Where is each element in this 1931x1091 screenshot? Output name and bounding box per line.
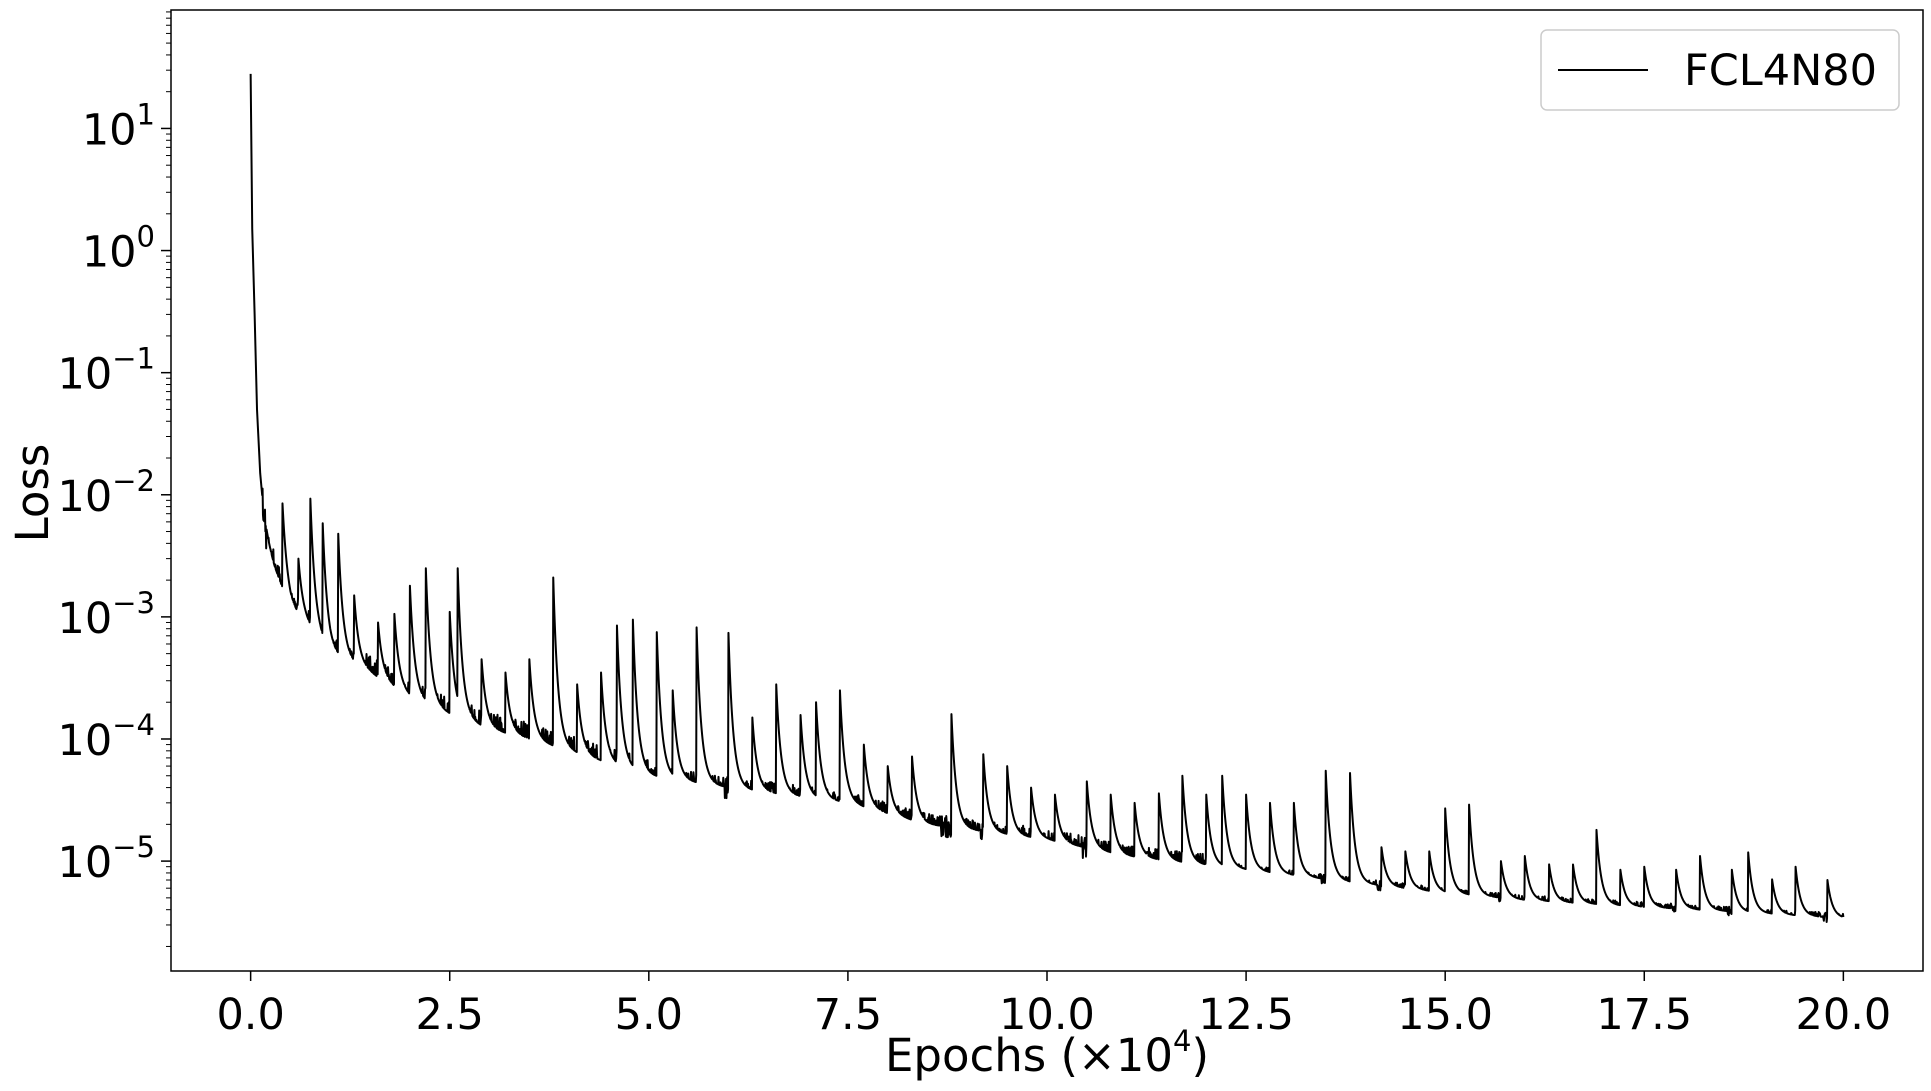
y-tick-label: 10−2 [58, 464, 155, 522]
x-axis-label: Epochs (×104) [885, 1024, 1209, 1082]
x-axis-ticks: 0.0 2.5 5.0 7.5 10.0 12.5 15.0 17.5 20.0 [216, 971, 1891, 1040]
legend: FCL4N80 [1540, 29, 1900, 111]
series-line-fcl4n80 [249, 73, 1845, 923]
y-tick-label: 100 [82, 220, 155, 278]
legend-entry-label: FCL4N80 [1684, 46, 1877, 96]
x-tick-label: 20.0 [1795, 990, 1891, 1040]
x-tick-label: 7.5 [814, 990, 882, 1040]
y-tick-label: 10−5 [58, 830, 155, 888]
y-tick-label: 101 [82, 97, 155, 155]
x-tick-label: 10.0 [999, 990, 1095, 1040]
y-axis-label: Loss [6, 444, 59, 543]
legend-box [1540, 29, 1900, 111]
y-tick-label: 10−1 [58, 342, 155, 400]
x-tick-label: 0.0 [216, 990, 284, 1040]
x-tick-label: 5.0 [615, 990, 683, 1040]
y-tick-label: 10−4 [58, 708, 155, 766]
y-axis-minor-ticks [166, 11, 171, 947]
x-tick-label: 12.5 [1198, 990, 1294, 1040]
series-layer [249, 73, 1845, 923]
x-tick-label: 15.0 [1397, 990, 1493, 1040]
x-tick-label: 2.5 [416, 990, 484, 1040]
x-tick-label: 17.5 [1596, 990, 1692, 1040]
y-tick-label: 10−3 [58, 586, 155, 644]
y-axis-ticks: 101 100 10−1 10−2 10−3 10−4 10−5 [58, 97, 171, 888]
